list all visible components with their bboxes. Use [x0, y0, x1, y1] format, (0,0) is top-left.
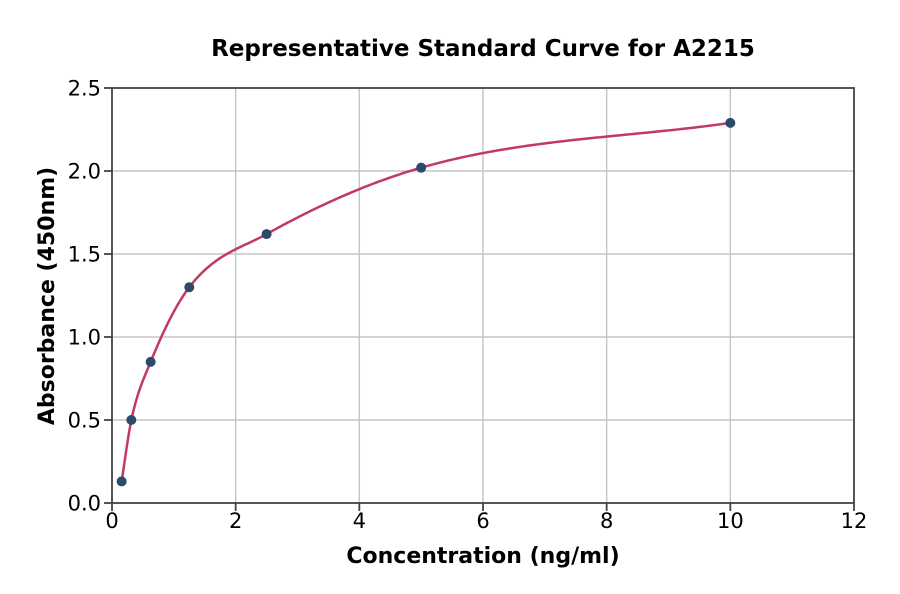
x-tick-label-6: 6	[476, 509, 489, 533]
data-point-7	[725, 117, 736, 128]
data-point-6	[416, 162, 427, 173]
axis-layer: 0 2 4 6 8 10 12 0.0 0.5 1.0 1.5 2.0 2.5	[68, 77, 868, 534]
data-point-1	[116, 476, 127, 487]
fit-curve	[120, 121, 732, 483]
grid-layer	[112, 88, 854, 503]
y-tick-label-0.5: 0.5	[68, 409, 101, 433]
y-axis-label: Absorbance (450nm)	[35, 167, 60, 425]
y-tick-label-1.5: 1.5	[68, 243, 101, 267]
y-tick-label-2: 2.0	[68, 160, 101, 184]
x-axis-label: Concentration (ng/ml)	[346, 544, 619, 569]
y-tick-label-1: 1.0	[68, 326, 101, 350]
data-point-4	[184, 282, 195, 293]
x-tick-label-8: 8	[600, 509, 613, 533]
x-tick-label-0: 0	[105, 509, 118, 533]
data-point-3	[145, 356, 156, 367]
y-tick-label-2.5: 2.5	[68, 77, 101, 101]
x-tick-label-12: 12	[841, 509, 868, 533]
data-layer	[116, 117, 736, 487]
data-point-2	[126, 415, 137, 425]
x-tick-label-2: 2	[229, 509, 242, 533]
data-point-5	[261, 229, 272, 240]
chart-title: Representative Standard Curve for A2215	[211, 36, 755, 62]
x-tick-label-4: 4	[353, 509, 366, 533]
x-tick-label-10: 10	[717, 509, 744, 533]
y-tick-label-0: 0.0	[68, 492, 101, 516]
